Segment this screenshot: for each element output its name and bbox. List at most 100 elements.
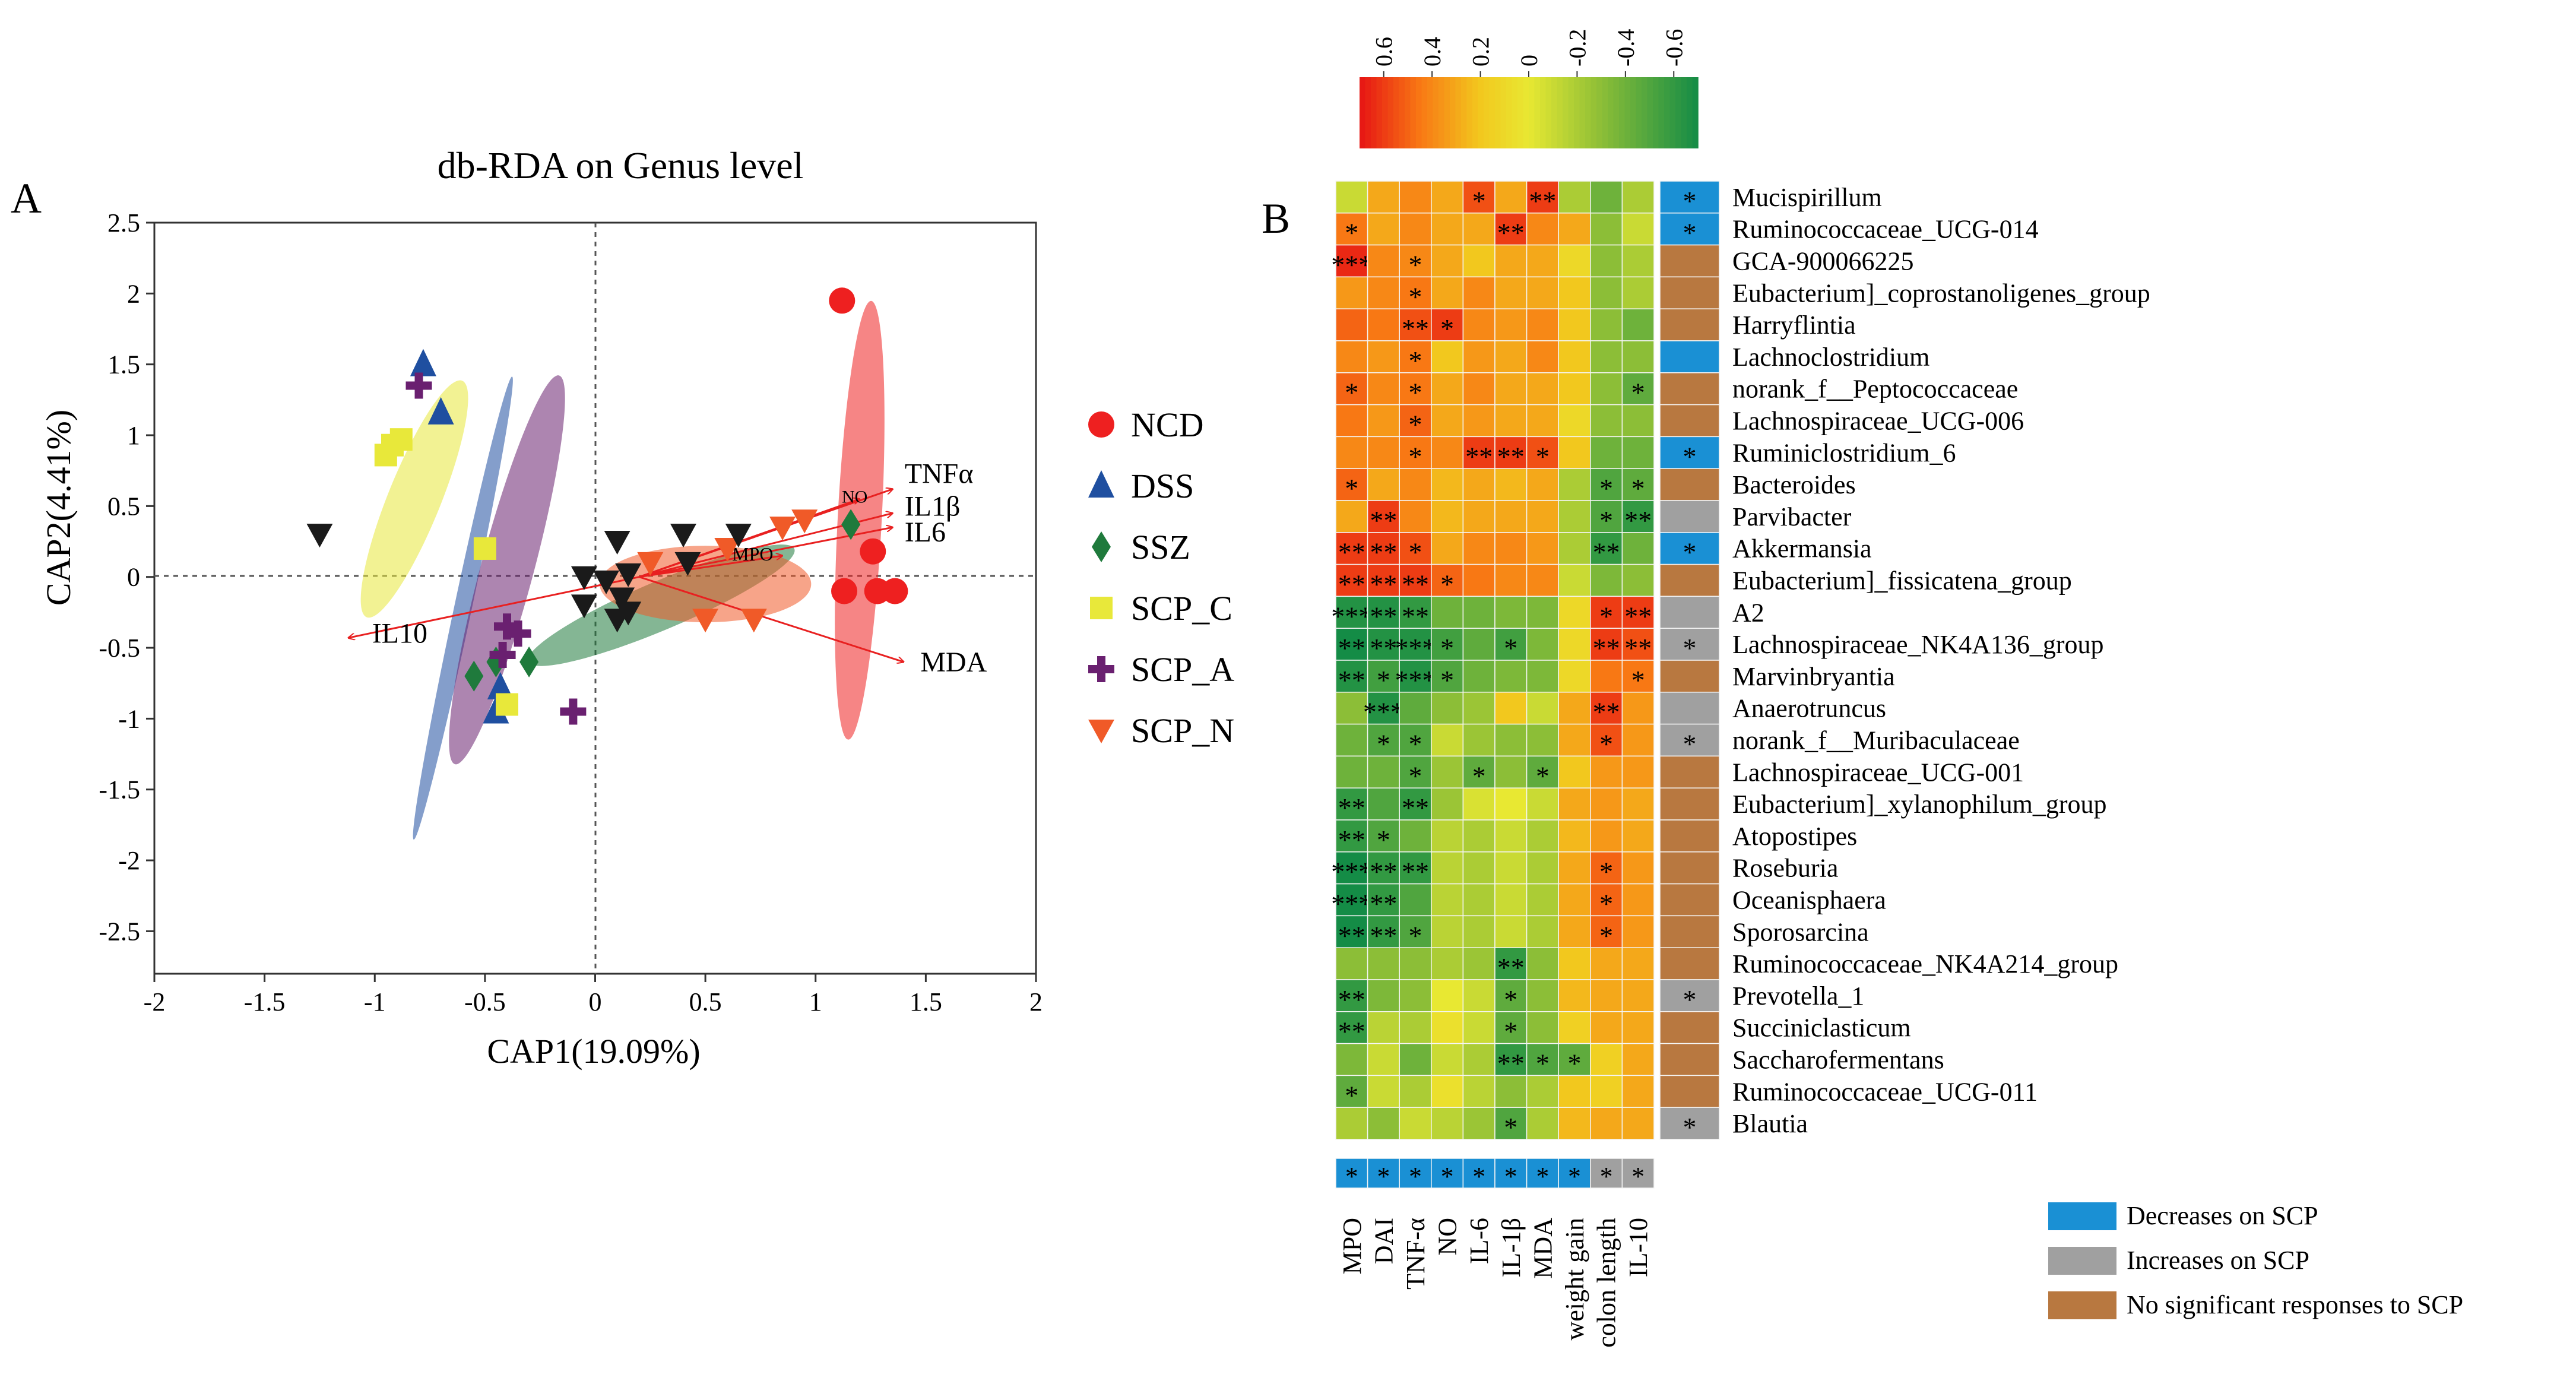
row-response-cell [1659,787,1720,821]
heatmap-cell [1558,500,1591,533]
heatmap-cell [1367,1011,1400,1044]
cell-significance: ** [1624,505,1652,536]
cell-significance: * [1345,378,1358,408]
heatmap-cell [1399,819,1432,853]
heatmap-cell [1590,372,1623,406]
arrow-mda [639,576,904,662]
colorbar-segment [1393,77,1400,148]
heatmap-cell [1431,1043,1464,1076]
row-label: Lachnoclostridium [1732,343,1929,372]
heatmap-cell [1558,1043,1591,1076]
row-label: Ruminiclostridium_6 [1732,438,1956,467]
column-response-significance: * [1441,1162,1454,1191]
point-scp_n [740,609,767,633]
heatmap-cell [1367,244,1400,278]
cell-significance: ** [1370,601,1397,631]
colorbar-segment [1512,77,1518,148]
heatmap-cell [1526,1075,1559,1108]
heatmap-cell [1526,947,1559,980]
heatmap-cell [1621,819,1655,853]
row-response-cell [1659,372,1720,406]
row-label: Lachnospiraceae_UCG-001 [1732,758,2024,787]
heatmap-cell [1494,500,1528,533]
panel-a-title: db-RDA on Genus level [438,144,804,186]
heatmap-cell [1590,1075,1623,1108]
heatmap-cell [1526,500,1559,533]
heatmap-cell [1621,180,1655,214]
cell-significance: ** [1593,697,1620,727]
heatmap-cell [1335,436,1368,469]
column-label: NO [1433,1218,1462,1256]
cell-significance: * [1599,601,1613,631]
cell-significance: ** [1338,569,1365,600]
row-label: Ruminococcaceae_UCG-014 [1732,215,2039,244]
heatmap-cell [1558,276,1591,309]
colorbar-segment [1466,77,1473,148]
heatmap-cell [1526,723,1559,757]
point-scp_n [637,552,664,576]
heatmap-cell [1367,979,1400,1012]
heatmap-cell [1367,340,1400,373]
heatmap-cell [1462,819,1495,853]
column-response-significance: * [1472,1162,1485,1191]
cell-significance: * [1536,761,1550,791]
heatmap-cell [1590,1107,1623,1140]
row-label: Akkermansia [1732,534,1872,563]
heatmap-cell [1462,1107,1495,1140]
heatmap-cell [1367,532,1400,565]
heatmap-cell [1526,819,1559,853]
heatmap-cell [1621,532,1655,565]
heatmap-cell [1367,213,1400,246]
heatmap-cell [1558,755,1591,788]
heatmap-cell [1431,819,1464,853]
x-tick-label: 0 [589,987,602,1016]
row-response-cell [1659,340,1720,373]
x-tick-label: -1 [364,987,386,1016]
cell-significance: ** [1593,537,1620,568]
colorbar-segment [1692,77,1699,148]
axes: -2 -1.5 -1 -0.5 0 0.5 1 1.5 2 2.5 2 1.5 1 0.5 0 -0.5 -1 -… [99,208,1043,1016]
heatmap-cell [1494,532,1528,565]
row-response-cell [1659,723,1720,757]
y-tick-label: -2 [118,846,140,875]
heatmap-cell [1335,340,1368,373]
arrow-label: MPO [732,543,773,565]
heatmap-cell [1494,723,1528,757]
column-label: IL-10 [1624,1218,1653,1277]
ellipse-dss [413,376,513,840]
x-tick-label: 1 [809,987,822,1016]
heatmap-cell [1494,404,1528,438]
heatmap-cell [1526,660,1559,693]
heatmap-cell [1621,979,1655,1012]
heatmap-cell [1399,213,1432,246]
heatmap-cell [1494,628,1528,661]
heatmap-cell [1399,1107,1432,1140]
colorbar-segment [1489,77,1495,148]
response-legend: Decreases on SCP Increases on SCP No sig… [2048,1201,2463,1319]
heatmap-cell [1367,723,1400,757]
cell-significance: * [1599,729,1613,759]
point-unlabeled [674,552,701,576]
cell-significance: ** [1338,1016,1365,1047]
heatmap-cell [1526,1011,1559,1044]
colorbar-segment [1653,77,1659,148]
heatmap-cell [1590,436,1623,469]
colorbar-segment [1557,77,1563,148]
ellipse-scp_c [360,380,468,618]
heatmap-cell [1367,276,1400,309]
heatmap-cell [1621,851,1655,885]
cell-significance: *** [1331,601,1372,631]
colorbar-segment [1675,77,1682,148]
heatmap-cell [1558,1107,1591,1140]
heatmap-cell [1590,660,1623,693]
point-unlabeled [571,594,597,619]
column-label: IL-6 [1465,1218,1494,1264]
heatmap-cell [1590,532,1623,565]
cell-significance: ** [1497,218,1525,248]
heatmap-cell [1335,723,1368,757]
point-unlabeled [670,524,696,548]
heatmap-cell [1558,660,1591,693]
colorbar-segment [1647,77,1653,148]
heatmap-cell [1431,532,1464,565]
heatmap-cell [1399,244,1432,278]
